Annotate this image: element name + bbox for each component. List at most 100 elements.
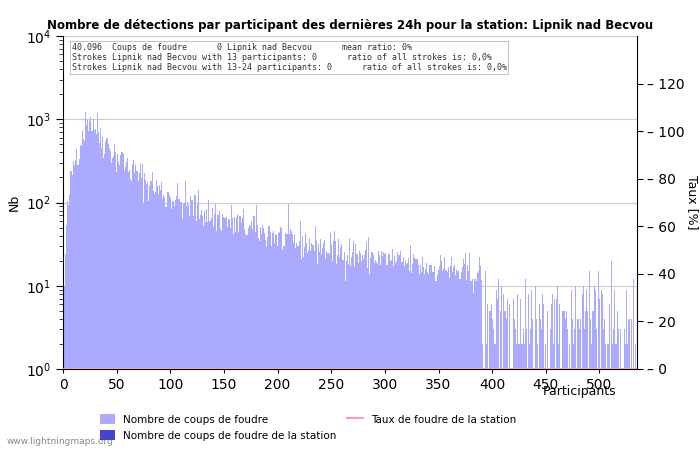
Bar <box>418 266 419 450</box>
Bar <box>124 171 125 450</box>
Bar <box>102 137 103 450</box>
Bar <box>405 260 406 450</box>
Bar <box>420 265 421 450</box>
Bar <box>143 203 144 450</box>
Bar <box>570 369 571 450</box>
Bar <box>106 138 108 450</box>
Bar <box>450 266 451 450</box>
Bar <box>449 278 450 450</box>
Bar <box>159 185 160 450</box>
Bar <box>64 254 66 450</box>
Bar <box>475 281 477 450</box>
Bar <box>288 204 289 450</box>
Bar <box>153 191 154 450</box>
Bar <box>613 329 614 450</box>
Bar <box>588 369 589 450</box>
Bar <box>286 234 287 450</box>
Bar <box>364 255 365 450</box>
Bar <box>582 294 583 450</box>
Bar <box>69 195 70 450</box>
Bar <box>599 299 600 450</box>
Bar <box>447 267 449 450</box>
Bar <box>114 144 115 450</box>
Bar <box>146 184 147 450</box>
Bar <box>96 134 97 450</box>
Bar <box>103 158 104 450</box>
Bar <box>497 299 498 450</box>
Bar <box>400 251 402 450</box>
Bar <box>258 238 259 450</box>
Bar <box>148 201 149 450</box>
Bar <box>517 294 519 450</box>
Bar <box>555 369 556 450</box>
Bar <box>571 289 572 450</box>
Bar <box>597 369 598 450</box>
Bar <box>626 344 628 450</box>
Bar <box>100 128 101 450</box>
Bar <box>589 271 590 450</box>
Bar <box>314 226 316 450</box>
Bar <box>228 219 229 450</box>
Legend: Nombre de coups de foudre, Nombre de coups de foudre de la station, Taux de foud: Nombre de coups de foudre, Nombre de cou… <box>95 410 521 445</box>
Bar <box>145 180 146 450</box>
Bar <box>113 157 114 450</box>
Bar <box>306 243 307 450</box>
Bar <box>144 173 145 450</box>
Bar <box>360 261 362 450</box>
Y-axis label: Taux [%]: Taux [%] <box>686 175 699 230</box>
Bar <box>408 258 409 450</box>
Bar <box>551 304 552 450</box>
Bar <box>309 238 310 450</box>
Bar <box>189 216 190 450</box>
Bar <box>249 225 250 450</box>
Bar <box>378 251 379 450</box>
Bar <box>170 198 171 450</box>
Bar <box>120 155 122 450</box>
Bar <box>214 214 215 450</box>
Bar <box>545 344 546 450</box>
Bar <box>384 254 386 450</box>
Bar <box>381 251 382 450</box>
Bar <box>310 251 312 450</box>
Bar <box>85 112 86 450</box>
Bar <box>501 286 503 450</box>
Bar <box>372 255 374 450</box>
Bar <box>592 311 594 450</box>
Bar <box>108 148 110 450</box>
Bar <box>199 216 201 450</box>
Bar <box>277 247 278 450</box>
Bar <box>583 286 584 450</box>
Bar <box>530 329 531 450</box>
Bar <box>620 329 622 450</box>
Bar <box>543 304 544 450</box>
Bar <box>346 255 348 450</box>
Bar <box>470 280 471 450</box>
Bar <box>337 255 338 450</box>
Bar <box>190 196 191 450</box>
Bar <box>330 245 332 450</box>
Bar <box>455 274 456 450</box>
Bar <box>576 369 578 450</box>
Bar <box>183 202 185 450</box>
Bar <box>218 215 219 450</box>
Bar <box>438 270 439 450</box>
Bar <box>319 252 320 450</box>
Bar <box>154 194 155 450</box>
Bar <box>559 304 560 450</box>
Bar <box>524 344 525 450</box>
Bar <box>487 304 489 450</box>
Bar <box>368 237 370 450</box>
Bar <box>394 256 395 450</box>
Bar <box>221 230 223 450</box>
Bar <box>135 165 136 450</box>
Bar <box>322 248 323 450</box>
Bar <box>186 206 187 450</box>
Bar <box>452 271 453 450</box>
Bar <box>397 252 398 450</box>
Bar <box>439 266 440 450</box>
Bar <box>253 216 255 450</box>
Bar <box>558 344 559 450</box>
Bar <box>266 247 267 450</box>
Bar <box>136 171 138 450</box>
Bar <box>456 269 457 450</box>
